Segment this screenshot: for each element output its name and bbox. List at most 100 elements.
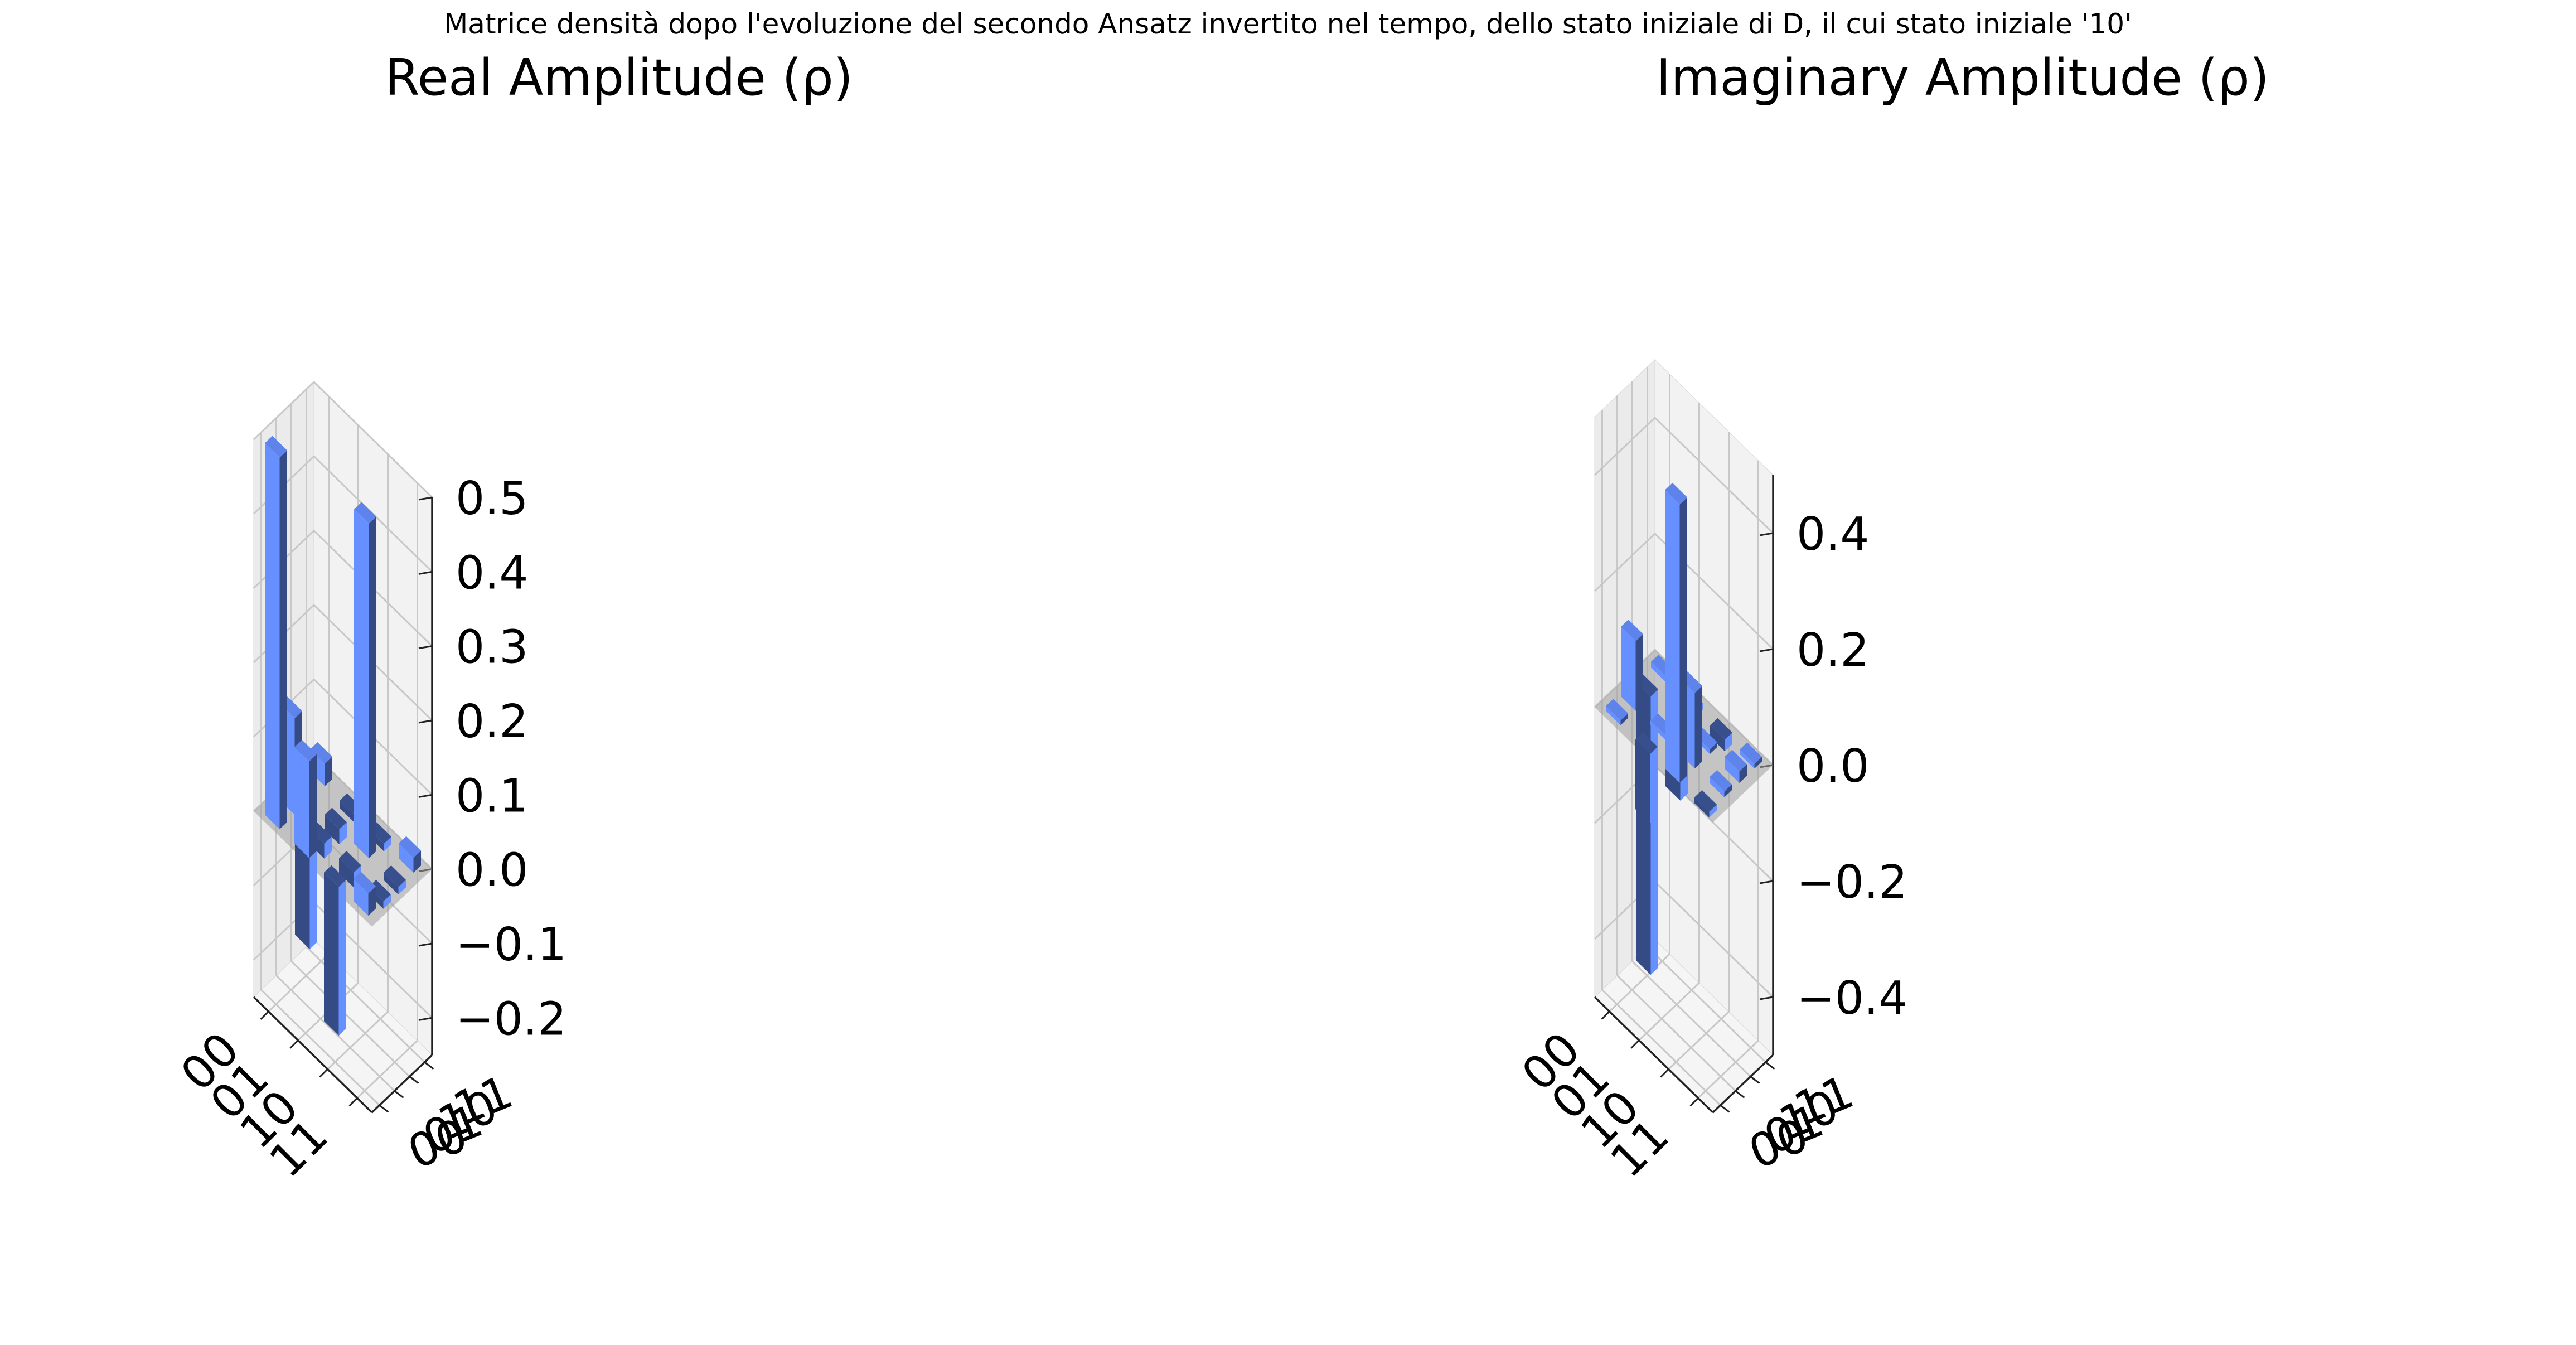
bar-10-00 — [324, 865, 346, 1036]
bar-10-00 — [1665, 482, 1687, 783]
bar-side-face — [383, 894, 391, 909]
z-tick — [418, 794, 433, 798]
bar-front-face — [354, 879, 369, 916]
bar-top-face — [1710, 718, 1732, 740]
bar-11-00 — [354, 872, 376, 916]
bar-side-face — [413, 850, 421, 873]
bar-top-face — [265, 436, 287, 458]
bar-10-10 — [354, 502, 376, 858]
bar-top-face — [354, 872, 376, 894]
bar-front-face — [1621, 627, 1636, 711]
bar-front-face — [265, 443, 280, 829]
col-tick — [424, 1061, 434, 1070]
bar-11-10 — [1725, 749, 1747, 783]
bars — [254, 436, 432, 1036]
bar-front-face — [324, 872, 339, 1036]
bar-front-face — [1665, 490, 1680, 783]
row-tick — [289, 1039, 299, 1049]
z-tick-label: 0.2 — [456, 695, 528, 748]
bar-front-face — [1635, 739, 1650, 824]
chart-title: Real Amplitude (ρ) — [385, 49, 853, 107]
bar-front-face — [340, 800, 355, 823]
row-tick — [319, 1068, 328, 1078]
bar-top-face — [1621, 620, 1643, 641]
bar-front-face — [294, 747, 309, 858]
bar-front-face — [325, 815, 340, 844]
col-tick — [1750, 1076, 1760, 1084]
bars — [1595, 482, 1773, 975]
bar-top-face — [1665, 482, 1687, 505]
bar-top-face — [1740, 742, 1762, 765]
bar-front-face — [1606, 706, 1621, 725]
axes — [253, 497, 433, 1114]
bar-11-11 — [399, 836, 421, 873]
z-tick-label: 0.1 — [456, 770, 528, 823]
z-tick-label: 0.0 — [1797, 740, 1869, 793]
bar-side-face — [1724, 784, 1732, 797]
bar-side-face — [1754, 757, 1762, 769]
row-tick — [1601, 1010, 1610, 1020]
z-tick — [418, 496, 433, 501]
bar-front-face — [1710, 777, 1725, 797]
bar-top-face — [354, 502, 376, 524]
row-tick — [1630, 1039, 1640, 1049]
z-tick — [418, 1017, 433, 1021]
z-tick-label: −0.2 — [1797, 856, 1907, 909]
bar-side-face — [338, 879, 346, 1036]
bar-side-face — [339, 822, 347, 844]
z-tick — [1759, 648, 1774, 652]
bar-front-face — [339, 858, 354, 888]
bar-side-face — [1620, 713, 1628, 725]
bar-front-face — [1650, 720, 1665, 740]
bar-11-11 — [1740, 742, 1762, 769]
z-tick-label: 0.4 — [1797, 508, 1869, 561]
col-tick — [1765, 1061, 1775, 1070]
col-tick — [394, 1090, 404, 1099]
z-tick — [1759, 996, 1774, 1000]
z-tick-label: 0.0 — [456, 844, 528, 897]
bar-front-face — [399, 843, 414, 873]
bar-side-face — [1725, 732, 1732, 752]
z-tick — [418, 942, 433, 947]
panel-real: Real Amplitude (ρ) −0.2 −0.1 0.0 0.1 0.2 0.3 0.… — [171, 49, 853, 1188]
bar-11-00 — [1694, 790, 1717, 817]
bar-front-face — [384, 872, 399, 895]
bar-side-face — [309, 754, 317, 858]
bar-top-face — [1725, 749, 1747, 772]
col-tick — [1720, 1104, 1730, 1113]
bar-side-face — [1650, 747, 1658, 824]
z-tick-label: 0.4 — [456, 546, 528, 599]
bar-01-00 — [294, 739, 317, 858]
bar-00-01 — [1621, 620, 1643, 711]
figure-suptitle: Matrice densità dopo l'evoluzione del se… — [444, 8, 2132, 40]
bar-top-face — [325, 807, 347, 830]
bar-side-face — [1710, 742, 1717, 754]
z-tick-label: −0.4 — [1797, 972, 1907, 1025]
bar-side-face — [369, 516, 376, 858]
bar-side-face — [279, 450, 287, 829]
bar-side-face — [324, 836, 332, 859]
row-tick — [1689, 1097, 1699, 1107]
bar-top-face — [1694, 790, 1717, 812]
bar-side-face — [368, 886, 376, 916]
bar-side-face — [384, 836, 391, 851]
bar-front-face — [1740, 749, 1755, 769]
z-tick — [418, 719, 433, 724]
bar-side-face — [1709, 804, 1717, 817]
row-tick — [260, 1010, 269, 1020]
bar-01-00 — [1635, 732, 1658, 824]
bar-top-face — [310, 742, 332, 764]
bar-side-face — [1679, 497, 1687, 783]
bar-front-face — [1710, 725, 1725, 752]
z-tick-label: −0.1 — [456, 918, 566, 971]
bar-00-00 — [265, 436, 287, 829]
z-tick-label: 0.3 — [456, 621, 528, 674]
col-tick — [379, 1104, 389, 1113]
bar-10-11 — [1710, 718, 1732, 752]
bar-front-face — [354, 509, 369, 858]
bar-front-face — [1725, 757, 1740, 783]
bar-side-face — [1694, 686, 1702, 769]
bar-side-face — [1739, 764, 1747, 783]
row-tick — [348, 1097, 358, 1107]
